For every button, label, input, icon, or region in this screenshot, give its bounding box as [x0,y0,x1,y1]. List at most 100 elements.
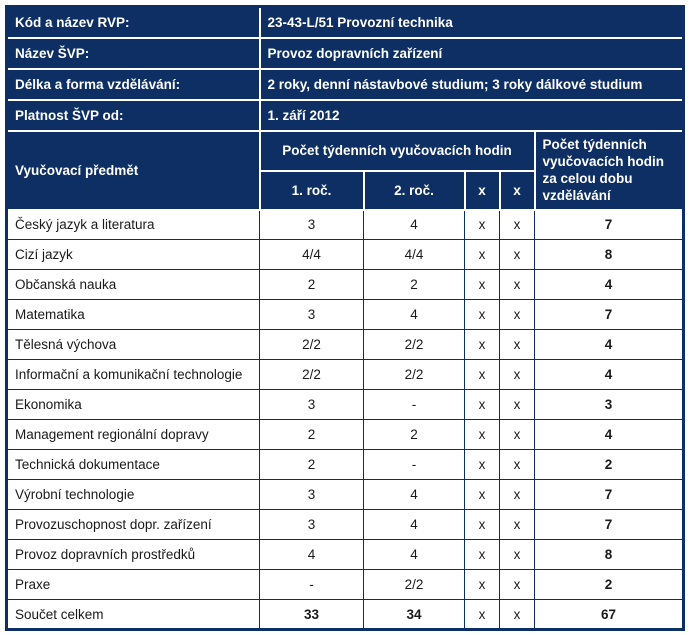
x-column-header-2: x [498,169,536,211]
x-cell: x [499,479,535,510]
year-1-hours-cell: 2 [259,269,364,300]
info-value-rvp: 23-43-L/51 Provozní technika [258,5,685,39]
totals-label-cell: Součet celkem [6,599,260,630]
subject-cell: Občanská nauka [6,269,260,300]
subject-cell: Praxe [6,569,260,600]
total-hours-cell: 8 [533,239,685,270]
x-cell: x [499,209,535,240]
table-row: Provozuschopnost dopr. zařízení 3 4 x x … [6,509,685,540]
x-cell: x [499,239,535,270]
info-label-svp-name: Název ŠVP: [5,36,261,70]
total-hours-cell: 3 [533,389,685,420]
total-hours-cell: 7 [533,209,685,240]
x-cell: x [464,479,500,510]
table-row: Tělesná výchova 2/2 2/2 x x 4 [6,329,685,360]
totals-sum-cell: 67 [533,599,685,630]
table-row: Informační a komunikační technologie 2/2… [6,359,685,390]
year-2-hours-cell: 4/4 [363,239,465,270]
year-1-hours-cell: - [259,569,364,600]
table-row: Provoz dopravních prostředků 4 4 x x 8 [6,539,685,570]
totals-row: Součet celkem 33 34 x x 67 [6,599,685,630]
table-row: Český jazyk a literatura 3 4 x x 7 [6,209,685,240]
info-row-duration: Délka a forma vzdělávání: 2 roky, denní … [5,67,685,101]
year-2-hours-cell: 2/2 [363,359,465,390]
curriculum-table: Kód a název RVP: 23-43-L/51 Provozní tec… [5,5,686,631]
subject-cell: Informační a komunikační technologie [6,359,260,390]
x-cell: x [499,569,535,600]
x-cell: x [499,269,535,300]
x-cell: x [499,419,535,450]
year-1-hours-cell: 3 [259,509,364,540]
total-hours-cell: 7 [533,509,685,540]
table-row: Praxe - 2/2 x x 2 [6,569,685,600]
x-cell: x [499,539,535,570]
year-2-hours-cell: 4 [363,479,465,510]
subject-cell: Cizí jazyk [6,239,260,270]
subject-cell: Výrobní technologie [6,479,260,510]
x-cell: x [499,329,535,360]
subject-cell: Management regionální dopravy [6,419,260,450]
x-cell: x [499,299,535,330]
table-header-row-1: Vyučovací předmět Počet týdenních vyučov… [5,129,685,211]
totals-year-2-cell: 34 [363,599,465,630]
info-row-rvp: Kód a název RVP: 23-43-L/51 Provozní tec… [5,5,685,39]
table-row: Management regionální dopravy 2 2 x x 4 [6,419,685,450]
x-cell: x [464,539,500,570]
year-2-column-header: 2. roč. [362,169,466,211]
weekly-hours-group-header: Počet týdenních vyučovacích hodin [258,129,536,172]
x-cell: x [499,449,535,480]
year-1-hours-cell: 3 [259,299,364,330]
total-hours-cell: 7 [533,299,685,330]
subject-column-header: Vyučovací předmět [5,129,261,211]
total-hours-column-header: Počet týdenních vyučovacích hodin za cel… [533,129,685,211]
x-cell: x [464,389,500,420]
info-label-validity: Platnost ŠVP od: [5,98,261,132]
year-1-column-header: 1. roč. [258,169,365,211]
info-row-validity: Platnost ŠVP od: 1. září 2012 [5,98,685,132]
year-2-hours-cell: 4 [363,539,465,570]
x-cell: x [464,509,500,540]
year-1-hours-cell: 2 [259,419,364,450]
info-value-duration: 2 roky, denní nástavbové studium; 3 roky… [258,67,685,101]
x-cell: x [464,209,500,240]
table-row: Matematika 3 4 x x 7 [6,299,685,330]
year-1-hours-cell: 3 [259,389,364,420]
subject-cell: Provozuschopnost dopr. zařízení [6,509,260,540]
x-cell: x [464,329,500,360]
info-row-svp-name: Název ŠVP: Provoz dopravních zařízení [5,36,685,70]
x-cell: x [464,449,500,480]
year-1-hours-cell: 3 [259,209,364,240]
total-hours-cell: 4 [533,329,685,360]
table-row: Výrobní technologie 3 4 x x 7 [6,479,685,510]
year-1-hours-cell: 4 [259,539,364,570]
subject-cell: Český jazyk a literatura [6,209,260,240]
year-1-hours-cell: 2 [259,449,364,480]
x-column-header-1: x [463,169,501,211]
total-hours-cell: 4 [533,269,685,300]
subject-cell: Technická dokumentace [6,449,260,480]
total-hours-cell: 2 [533,449,685,480]
year-2-hours-cell: - [363,389,465,420]
info-label-rvp: Kód a název RVP: [5,5,261,39]
x-cell: x [499,389,535,420]
year-2-hours-cell: 4 [363,299,465,330]
totals-x-cell: x [464,599,500,630]
subject-cell: Provoz dopravních prostředků [6,539,260,570]
table-row: Technická dokumentace 2 - x x 2 [6,449,685,480]
x-cell: x [499,359,535,390]
x-cell: x [464,239,500,270]
total-hours-cell: 8 [533,539,685,570]
total-hours-cell: 7 [533,479,685,510]
x-cell: x [464,299,500,330]
year-1-hours-cell: 4/4 [259,239,364,270]
subject-cell: Tělesná výchova [6,329,260,360]
table-row: Ekonomika 3 - x x 3 [6,389,685,420]
info-value-svp-name: Provoz dopravních zařízení [258,36,685,70]
year-2-hours-cell: 2 [363,269,465,300]
info-label-duration: Délka a forma vzdělávání: [5,67,261,101]
totals-x-cell: x [499,599,535,630]
year-2-hours-cell: 2/2 [363,569,465,600]
total-hours-cell: 4 [533,359,685,390]
year-2-hours-cell: 4 [363,209,465,240]
